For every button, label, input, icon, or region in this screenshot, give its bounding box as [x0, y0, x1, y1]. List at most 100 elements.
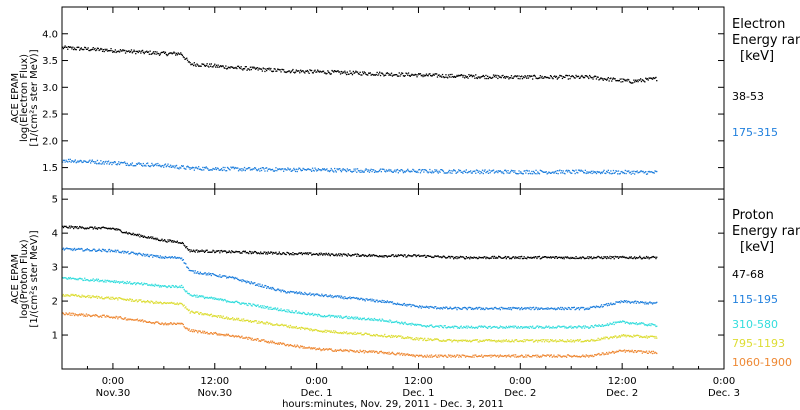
data-point: [286, 292, 288, 294]
data-point: [611, 350, 614, 353]
data-point: [602, 79, 604, 81]
data-point: [622, 300, 624, 303]
data-point: [586, 75, 588, 77]
data-point: [425, 326, 428, 328]
data-point: [630, 350, 632, 353]
data-point: [549, 308, 551, 310]
data-point: [212, 314, 214, 317]
data-point: [229, 335, 231, 337]
data-point: [541, 355, 543, 357]
data-point: [645, 77, 647, 79]
data-point: [138, 50, 140, 52]
data-point: [430, 305, 432, 308]
data-point: [432, 256, 434, 259]
data-point: [277, 253, 279, 255]
data-point: [416, 338, 418, 341]
data-point: [135, 299, 138, 301]
data-point: [508, 172, 510, 174]
data-point: [401, 337, 403, 339]
data-point: [273, 308, 275, 310]
data-point: [589, 340, 591, 342]
data-point: [629, 81, 632, 84]
data-point: [564, 355, 566, 358]
data-point: [190, 64, 192, 66]
data-point: [441, 308, 444, 310]
data-point: [358, 298, 360, 301]
data-point: [362, 254, 365, 256]
data-point: [469, 75, 471, 77]
data-point: [80, 278, 82, 280]
data-point: [521, 355, 524, 357]
data-point: [413, 254, 416, 256]
data-point: [656, 301, 658, 303]
data-point: [112, 317, 114, 319]
data-point: [240, 279, 242, 281]
data-point: [496, 74, 498, 77]
data-point: [428, 73, 430, 75]
data-point: [328, 252, 330, 255]
data-point: [134, 165, 136, 167]
data-point: [517, 307, 519, 309]
data-point: [631, 322, 633, 324]
data-point: [186, 308, 189, 310]
data-point: [267, 68, 269, 70]
data-point: [231, 167, 233, 169]
data-point: [211, 315, 213, 318]
data-point: [410, 305, 412, 308]
data-point: [342, 253, 344, 255]
data-point: [191, 63, 193, 65]
data-point: [340, 332, 343, 335]
data-point: [616, 170, 618, 172]
data-point: [112, 280, 114, 282]
data-point: [136, 301, 139, 303]
data-point: [64, 314, 66, 316]
data-point: [464, 307, 467, 309]
data-point: [160, 323, 162, 325]
data-point: [317, 348, 320, 350]
data-point: [507, 355, 509, 357]
data-point: [116, 316, 118, 318]
data-point: [458, 326, 460, 329]
data-point: [113, 297, 115, 300]
data-point: [502, 74, 504, 77]
data-point: [470, 74, 473, 76]
data-point: [487, 355, 490, 357]
data-point: [368, 351, 370, 353]
data-point: [332, 350, 334, 352]
data-point: [612, 256, 615, 258]
data-point: [92, 228, 94, 230]
data-point: [215, 331, 217, 334]
data-point: [217, 64, 219, 66]
data-point: [437, 307, 439, 309]
data-point: [652, 302, 654, 304]
data-point: [436, 255, 438, 258]
data-point: [342, 296, 344, 298]
data-point: [108, 163, 110, 165]
data-point: [310, 348, 312, 350]
data-point: [596, 339, 598, 341]
data-point: [324, 348, 326, 351]
data-point: [97, 316, 99, 318]
data-point: [539, 258, 541, 260]
data-point: [586, 308, 588, 310]
data-point: [270, 306, 272, 308]
data-point: [253, 282, 255, 284]
data-point: [300, 170, 303, 172]
data-point: [351, 316, 353, 318]
data-point: [248, 336, 250, 339]
data-point: [622, 350, 624, 352]
data-point: [447, 77, 449, 79]
data-point: [96, 314, 98, 316]
data-point: [396, 302, 399, 304]
data-point: [475, 354, 477, 356]
data-point: [281, 253, 283, 255]
data-point: [286, 325, 288, 328]
data-point: [418, 323, 420, 326]
data-point: [606, 78, 609, 80]
y-tick-label: 2.0: [42, 136, 58, 147]
data-point: [457, 256, 459, 258]
data-point: [118, 50, 120, 52]
data-point: [142, 321, 144, 323]
data-point: [461, 308, 463, 310]
data-point: [246, 251, 248, 254]
